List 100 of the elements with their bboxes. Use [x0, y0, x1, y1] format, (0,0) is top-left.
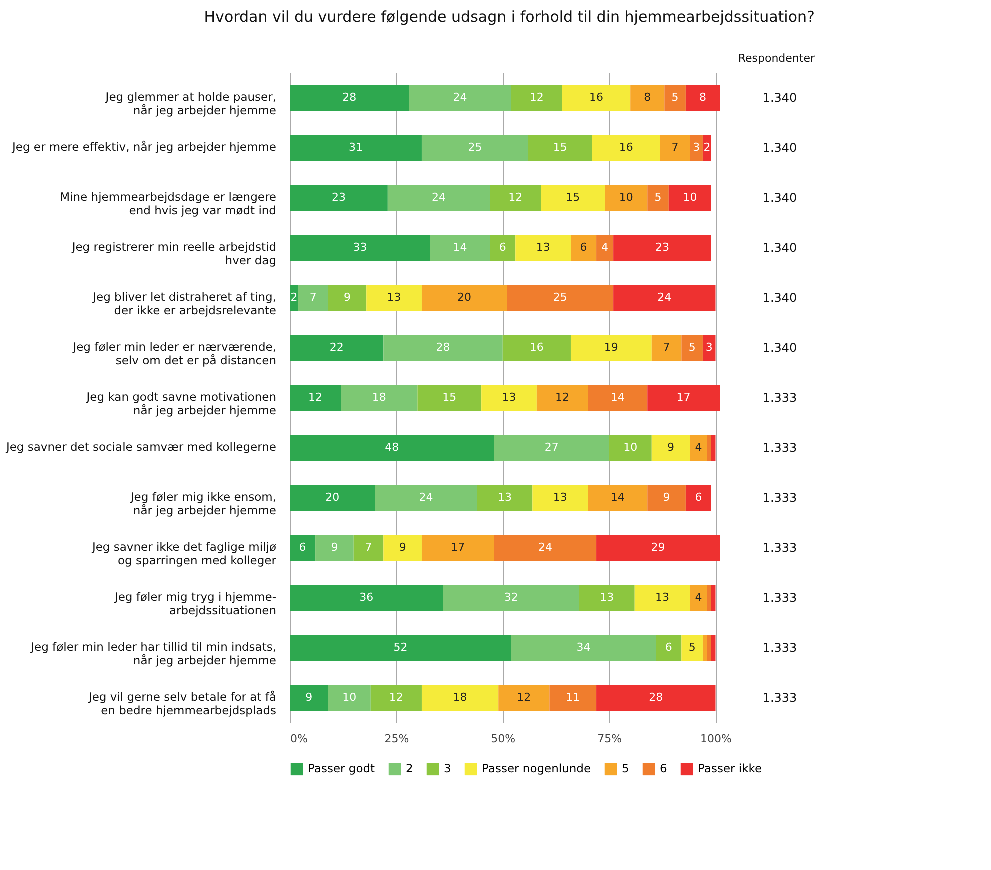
bar [290, 385, 342, 411]
bar [690, 135, 703, 161]
data-label: 4 [695, 591, 702, 604]
data-label: 31 [348, 141, 363, 154]
data-label: 3 [693, 141, 700, 154]
bar [516, 235, 571, 261]
data-label: 13 [387, 291, 402, 304]
text: 1.340 [762, 241, 798, 255]
bar [580, 585, 635, 611]
data-label: 9 [399, 541, 406, 554]
data-label: 13 [502, 391, 516, 404]
data-label: 15 [566, 191, 580, 204]
data-label: 8 [644, 91, 652, 104]
bar [490, 235, 516, 261]
data-label: 28 [436, 341, 450, 354]
data-label: 12 [530, 91, 544, 104]
x-tick-label: 50% [491, 732, 516, 746]
data-label: 5 [688, 641, 696, 654]
data-label: 24 [419, 491, 434, 504]
bar [588, 385, 648, 411]
data-label: 29 [651, 541, 666, 554]
data-label: 34 [576, 641, 591, 654]
data-label: 16 [530, 341, 544, 354]
text: 1.340 [762, 191, 798, 205]
bar [711, 635, 716, 661]
bar [550, 685, 597, 711]
text: 1.333 [762, 591, 798, 605]
data-label: 8 [699, 91, 706, 104]
chart-title: Hvordan vil du vurdere følgende udsagn i forhold til din hjemmearbejdssituation? [204, 8, 815, 26]
x-tick-label: 100% [700, 732, 732, 746]
data-label: 22 [330, 341, 344, 354]
x-tick-label: 25% [384, 732, 410, 746]
text: 1.340 [762, 291, 798, 305]
y-tick-label: Jeg vil gerne selv betale for at få en bedre hjemmearbejdsplads [88, 690, 276, 718]
y-tick-label: Jeg savner ikke det faglige miljø og sparringen med kolleger [91, 540, 277, 568]
bar [507, 285, 614, 311]
data-label: 16 [619, 141, 634, 154]
bar [341, 385, 418, 411]
bar [328, 285, 367, 311]
bar [498, 685, 550, 711]
bar [290, 485, 376, 511]
y-tick-label: Jeg føler min leder har tillid til min indsats, når jeg arbejder hjemme [30, 640, 276, 668]
data-label: 4 [602, 241, 609, 254]
data-label: 2 [290, 291, 298, 304]
bar [690, 585, 708, 611]
data-label: 16 [590, 91, 604, 104]
data-label: 28 [342, 91, 357, 104]
text: 1.333 [762, 491, 798, 505]
bar [328, 685, 371, 711]
data-label: 52 [394, 641, 408, 654]
bar [532, 485, 588, 511]
bar [422, 135, 528, 161]
bar [702, 335, 716, 361]
data-label: 9 [663, 491, 670, 504]
data-label: 33 [353, 241, 368, 254]
data-label: 48 [385, 441, 400, 454]
bar [707, 635, 712, 661]
data-label: 2 [704, 141, 711, 154]
bar [711, 585, 716, 611]
bar [290, 85, 410, 111]
bar [388, 185, 490, 211]
legend-label: Passer nogenlunde [482, 761, 592, 776]
data-label: 24 [538, 541, 552, 554]
text: 1.340 [762, 91, 798, 105]
data-label: 5 [654, 191, 662, 204]
legend-label: 5 [622, 761, 630, 776]
data-label: 23 [332, 191, 346, 204]
bar [707, 585, 712, 611]
data-label: 11 [566, 691, 580, 704]
data-label: 28 [649, 691, 664, 704]
bar [375, 485, 478, 511]
data-label: 12 [508, 191, 523, 204]
bar [570, 235, 597, 261]
data-label: 9 [306, 691, 313, 704]
data-label: 12 [517, 691, 532, 704]
bar [686, 485, 712, 511]
data-label: 6 [695, 491, 702, 504]
data-label: 18 [372, 391, 386, 404]
data-label: 6 [665, 641, 672, 654]
bar [384, 335, 503, 361]
bar [528, 135, 592, 161]
bar [290, 685, 328, 711]
text: 1.333 [762, 441, 798, 455]
bar [648, 485, 686, 511]
text: 1.340 [762, 141, 798, 155]
text: 1.333 [762, 641, 798, 655]
bar [588, 485, 648, 511]
bar [656, 635, 682, 661]
data-label: 14 [453, 241, 468, 254]
y-tick-label: Jeg glemmer at holde pauser, når jeg arbejder hjemme [104, 90, 276, 118]
data-label: 13 [656, 591, 670, 604]
data-label: 36 [360, 591, 374, 604]
data-label: 7 [672, 141, 679, 154]
text: 1.333 [762, 691, 798, 705]
text: 1.340 [762, 341, 798, 355]
data-label: 17 [676, 391, 691, 404]
data-label: 13 [553, 491, 568, 504]
data-label: 24 [658, 291, 672, 304]
bar [290, 435, 494, 461]
data-label: 24 [432, 191, 446, 204]
